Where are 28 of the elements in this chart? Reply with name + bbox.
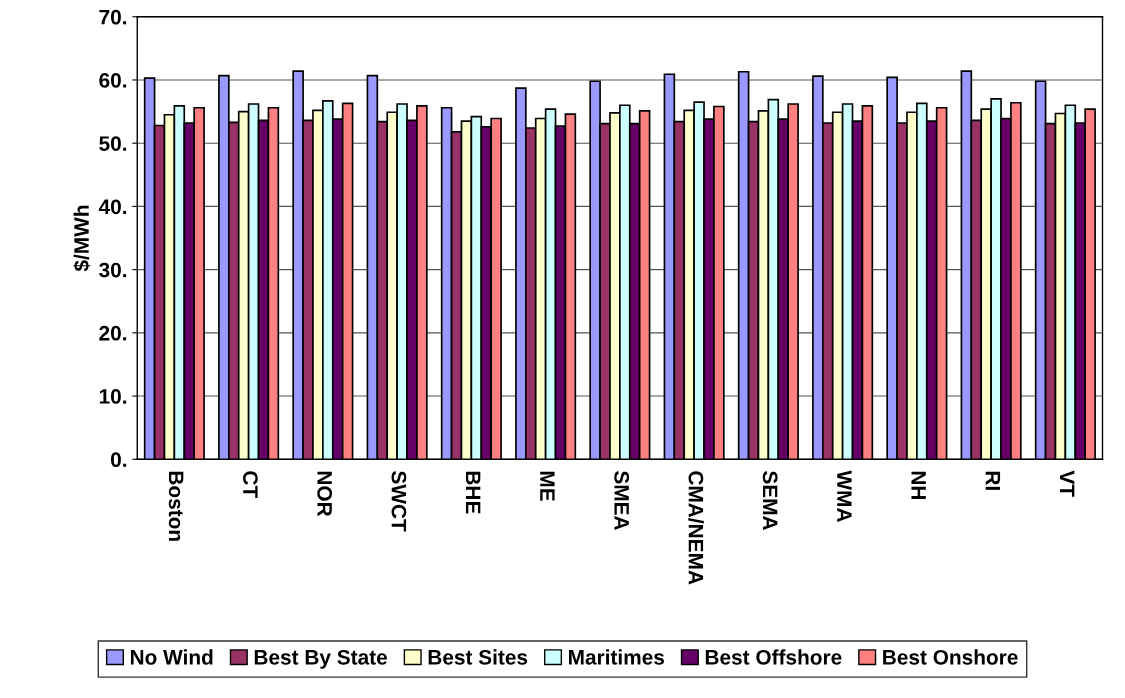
x-tick-label: ME: [540, 471, 555, 501]
y-tick-label: 40.: [98, 199, 127, 215]
legend-label: Best By State: [254, 649, 387, 669]
y-axis-title: $/MWh: [73, 205, 91, 272]
legend-label: Best Offshore: [705, 649, 842, 665]
legend-label: Maritimes: [569, 649, 665, 665]
x-tick-label: SWCT: [391, 470, 407, 532]
y-tick-label: 10.: [99, 389, 127, 404]
x-tick-label: VT: [1059, 470, 1075, 497]
y-tick-label: 60.: [99, 72, 127, 88]
legend-label: Best Onshore: [883, 649, 1018, 665]
x-tick-label: SMEA: [614, 470, 630, 531]
x-tick-label: CMA/NEMA: [688, 471, 704, 585]
y-tick-label: 50.: [99, 136, 127, 151]
x-tick-label: CT: [243, 471, 258, 498]
legend-label: No Wind: [130, 649, 213, 665]
x-tick-label: Boston: [168, 471, 184, 541]
y-tick-label: 70.: [99, 9, 127, 25]
x-tick-label: SEMA: [762, 470, 778, 531]
x-tick-label: BHE: [465, 471, 481, 514]
y-tick-label: 0.: [110, 452, 127, 468]
y-tick-label: 20.: [99, 325, 127, 341]
y-tick-label: 30.: [99, 262, 127, 278]
x-tick-label: WMA: [837, 470, 852, 522]
x-tick-label: RI: [985, 471, 1001, 490]
legend-label: Best Sites: [428, 649, 528, 665]
x-tick-label: NOR: [317, 471, 333, 517]
x-tick-label: NH: [911, 471, 926, 500]
